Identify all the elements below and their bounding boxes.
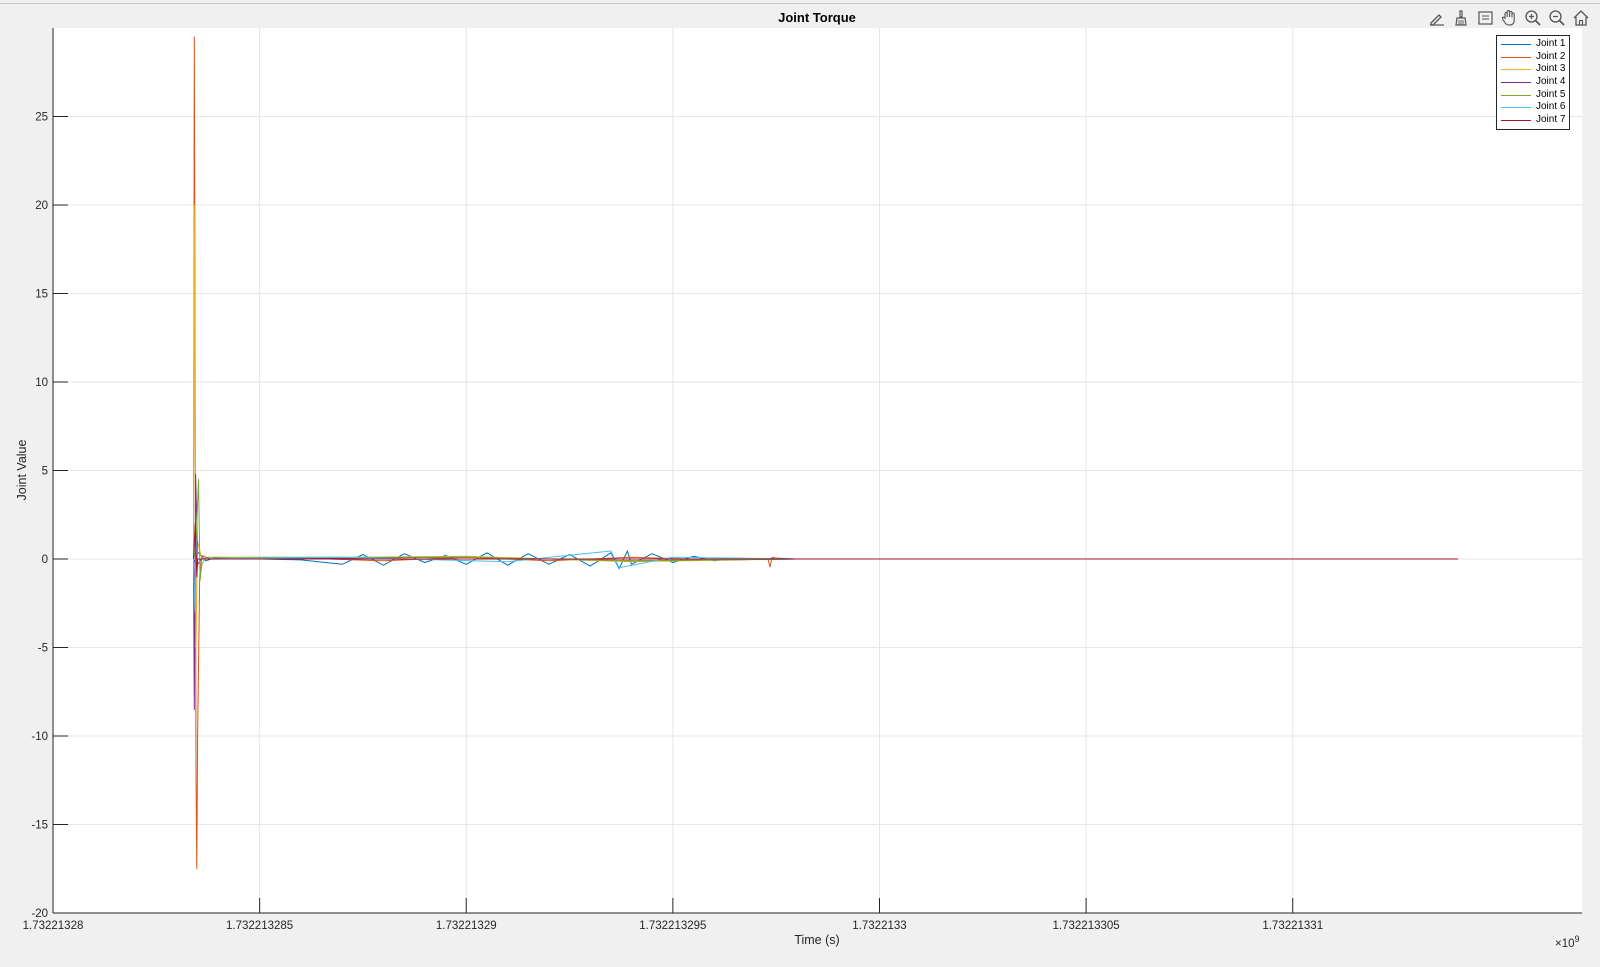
x-tick-label: 1.73221331 bbox=[1262, 920, 1323, 932]
legend-label: Joint 2 bbox=[1536, 50, 1566, 62]
series-line-joint-7 bbox=[193, 523, 1458, 578]
tick-label-layer: 1.73221328 1.732213285 1.73221329 1.7322132… bbox=[23, 112, 1323, 933]
x-tick-label: 1.73221329 bbox=[436, 920, 497, 932]
legend-label: Joint 7 bbox=[1536, 114, 1566, 126]
y-tick-label: 25 bbox=[35, 112, 48, 124]
x-tick-label: 1.73221328 bbox=[23, 920, 84, 932]
zoom-out-icon bbox=[1549, 10, 1565, 26]
pan-button[interactable] bbox=[1498, 7, 1520, 29]
legend-label: Joint 1 bbox=[1536, 38, 1566, 49]
brush-data-button[interactable] bbox=[1450, 7, 1472, 29]
legend-swatch bbox=[1501, 107, 1531, 109]
zoom-out-button[interactable] bbox=[1546, 7, 1568, 29]
legend-label: Joint 3 bbox=[1536, 63, 1566, 75]
legend-entry-joint-5[interactable]: Joint 5 bbox=[1501, 89, 1565, 102]
pan-icon bbox=[1501, 10, 1515, 26]
brush-icon bbox=[1455, 10, 1467, 26]
x-exponent-base: ×10 bbox=[1555, 938, 1575, 950]
window-top-border bbox=[0, 3, 1600, 4]
axes-layer bbox=[52, 28, 1582, 914]
home-icon bbox=[1573, 10, 1589, 26]
series-line-joint-5 bbox=[193, 478, 797, 581]
axes-toolbar bbox=[1426, 7, 1592, 29]
zoom-in-button[interactable] bbox=[1522, 7, 1544, 29]
y-axis-label: Joint Value bbox=[15, 439, 29, 500]
edit-plot-button[interactable] bbox=[1426, 7, 1448, 29]
legend-entry-joint-3[interactable]: Joint 3 bbox=[1501, 63, 1565, 76]
x-tick-label: 1.732213285 bbox=[226, 920, 293, 932]
legend-swatch bbox=[1501, 43, 1531, 45]
edit-plot-icon bbox=[1430, 14, 1444, 26]
legend[interactable]: Joint 1 Joint 2 Joint 3 Joint 4 Joint 5 Joint… bbox=[1496, 35, 1571, 130]
legend-label: Joint 5 bbox=[1536, 88, 1566, 100]
zoom-in-icon bbox=[1525, 10, 1541, 26]
y-tick-label: -10 bbox=[31, 731, 48, 743]
grid-layer bbox=[52, 28, 1582, 914]
y-tick-label: -15 bbox=[31, 820, 48, 832]
legend-entry-joint-2[interactable]: Joint 2 bbox=[1501, 51, 1565, 64]
series-layer bbox=[193, 36, 1458, 870]
chart-title: Joint Torque bbox=[778, 10, 856, 25]
y-tick-label: 5 bbox=[42, 466, 48, 478]
x-exponent-label: ×109 bbox=[1555, 934, 1580, 950]
x-tick-label: 1.732213305 bbox=[1053, 920, 1120, 932]
x-tick-label: 1.732213295 bbox=[639, 920, 706, 932]
legend-entry-joint-4[interactable]: Joint 4 bbox=[1501, 76, 1565, 89]
legend-entry-joint-7[interactable]: Joint 7 bbox=[1501, 114, 1565, 127]
legend-swatch bbox=[1501, 119, 1531, 121]
y-tick-label: -5 bbox=[38, 643, 48, 655]
legend-entry-joint-6[interactable]: Joint 6 bbox=[1501, 101, 1565, 114]
data-tips-icon bbox=[1478, 11, 1493, 25]
legend-label: Joint 6 bbox=[1536, 101, 1566, 113]
x-exponent-power: 9 bbox=[1575, 934, 1580, 944]
legend-swatch bbox=[1501, 56, 1531, 58]
y-tick-label: 0 bbox=[42, 554, 48, 566]
x-tick-label: 1.7322133 bbox=[852, 920, 906, 932]
data-tips-button[interactable] bbox=[1474, 7, 1496, 29]
legend-swatch bbox=[1501, 69, 1531, 71]
y-tick-label: 20 bbox=[35, 200, 48, 212]
y-tick-label: -20 bbox=[31, 908, 48, 920]
y-tick-label: 10 bbox=[35, 377, 48, 389]
legend-swatch bbox=[1501, 81, 1531, 83]
legend-swatch bbox=[1501, 94, 1531, 96]
y-tick-label: 15 bbox=[35, 289, 48, 301]
legend-entry-joint-1[interactable]: Joint 1 bbox=[1501, 38, 1565, 51]
x-axis-label: Time (s) bbox=[794, 933, 839, 947]
restore-view-button[interactable] bbox=[1570, 7, 1592, 29]
legend-label: Joint 4 bbox=[1536, 76, 1566, 88]
